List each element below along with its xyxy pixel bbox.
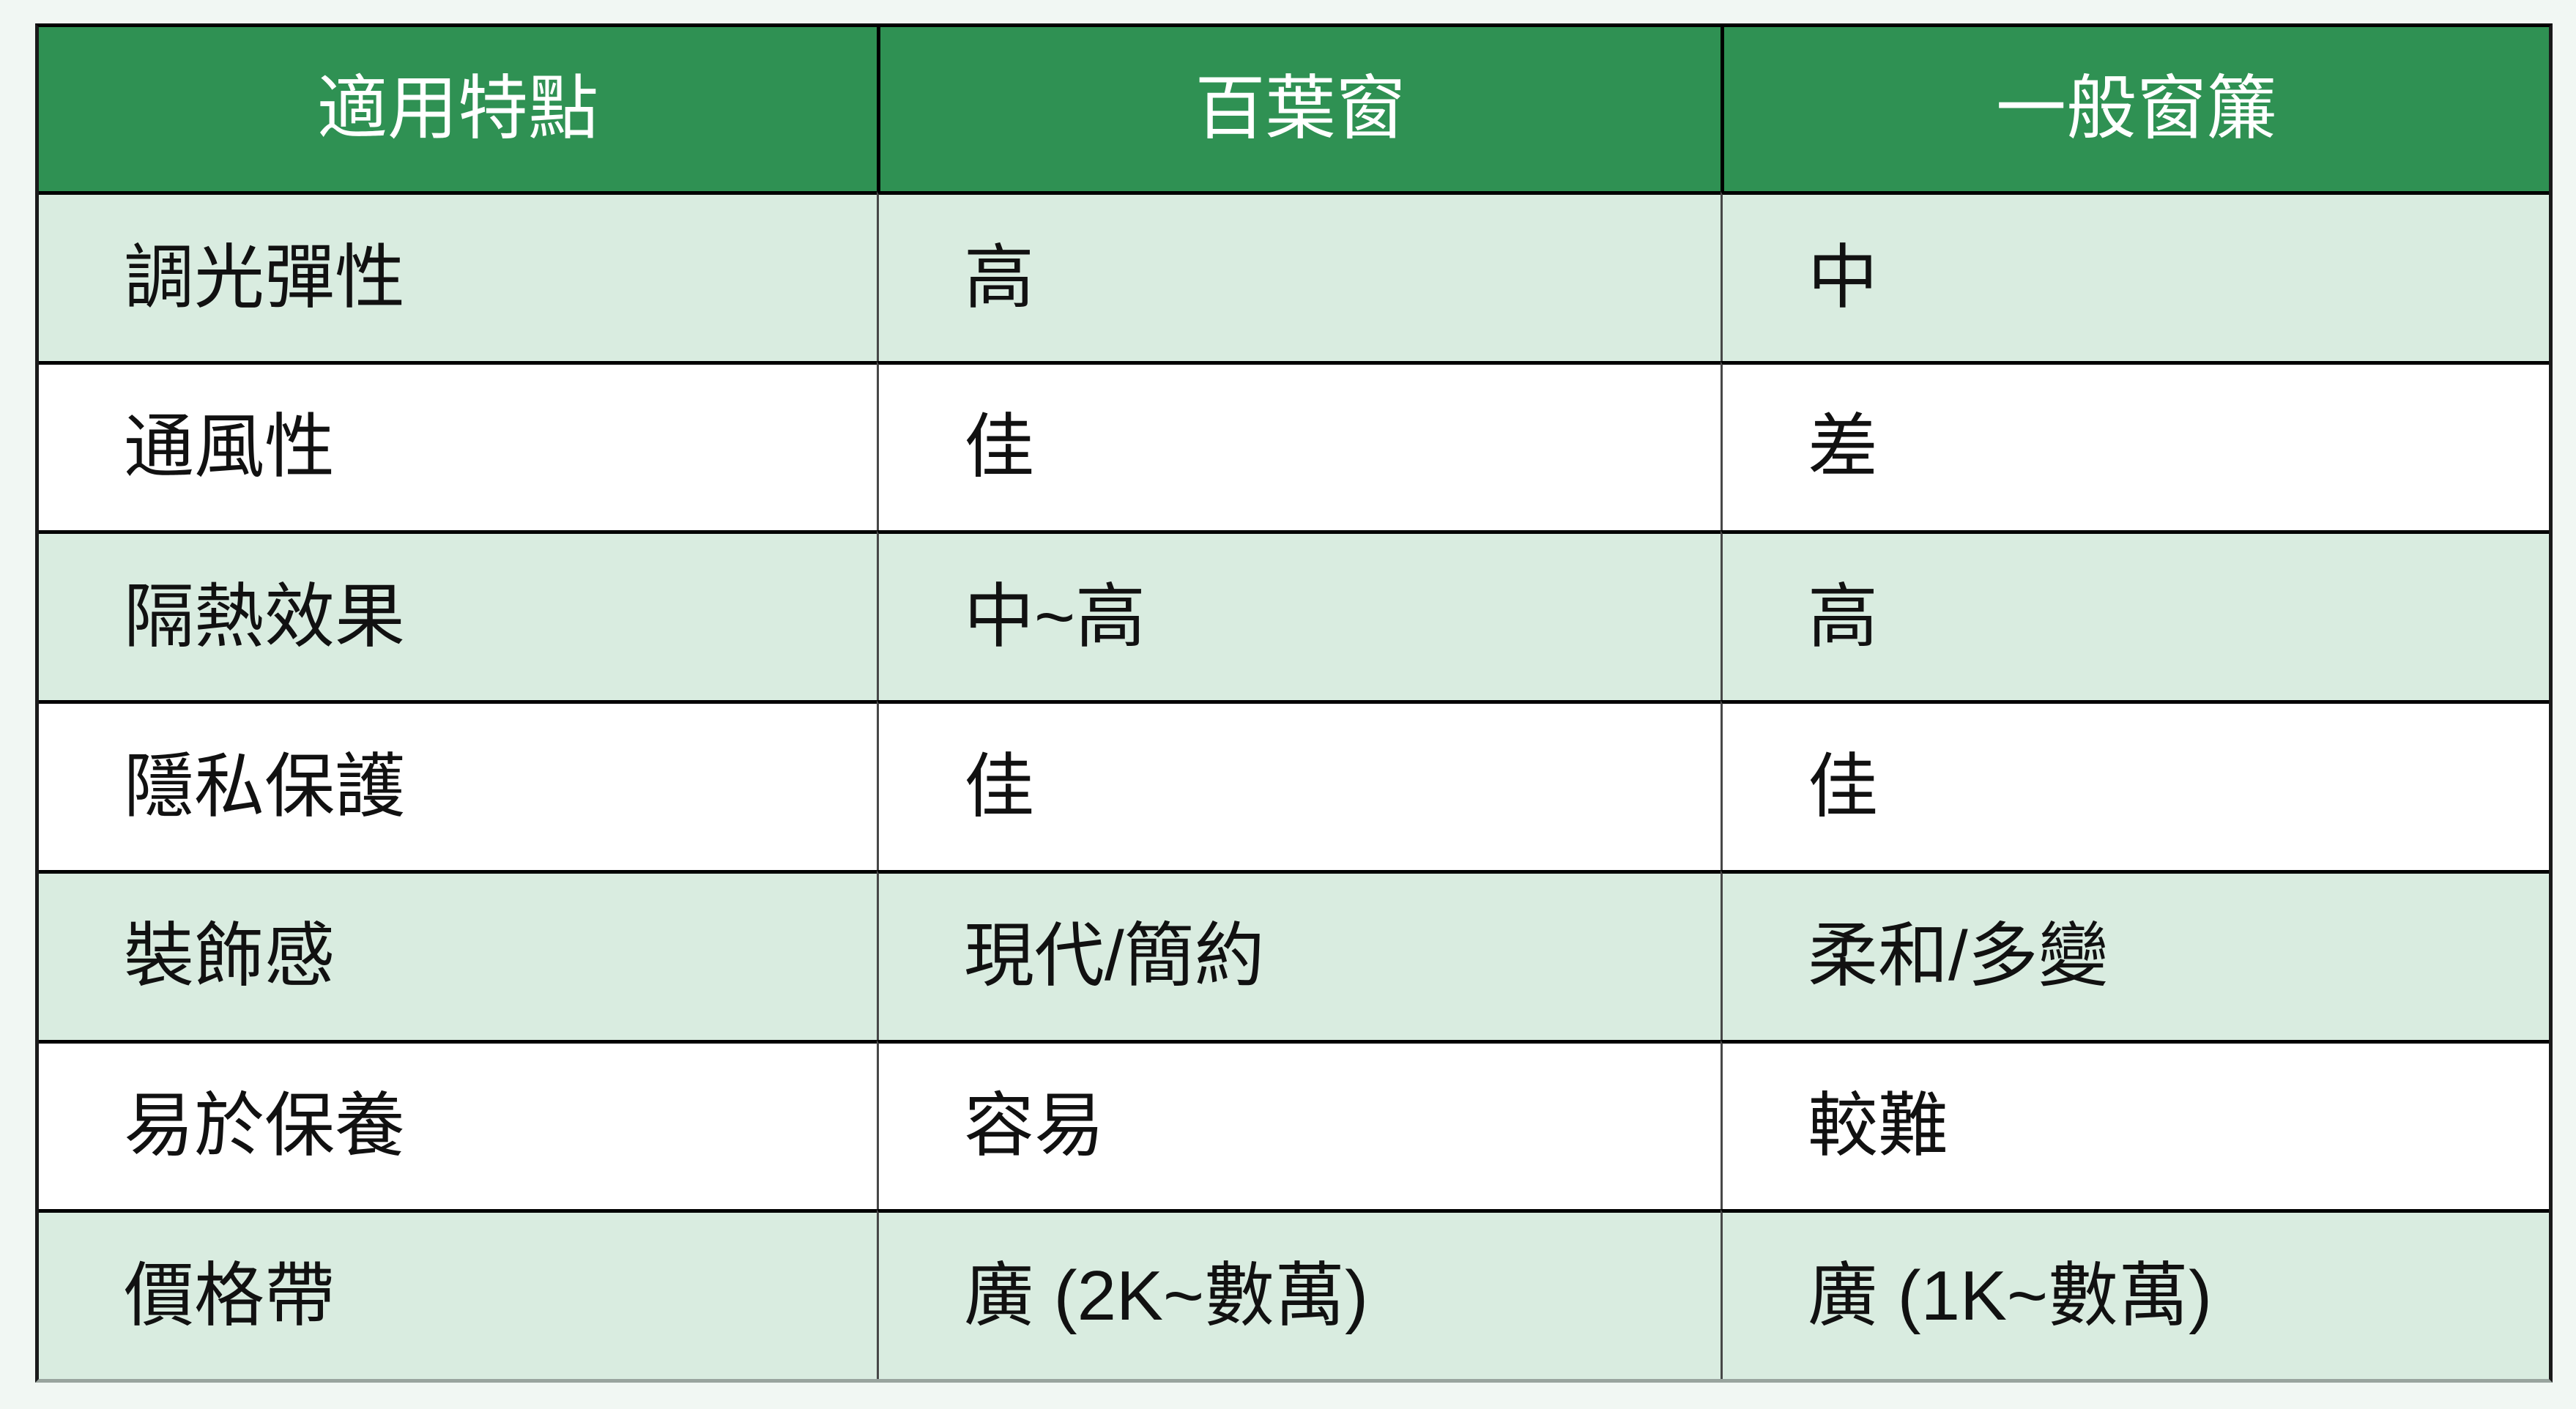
row-blinds-cell: 中~高 (877, 530, 1721, 701)
row-blinds-cell: 容易 (877, 1039, 1721, 1210)
row-curtains-cell: 差 (1721, 360, 2549, 531)
row-curtains-cell: 中 (1721, 191, 2549, 361)
header-cell-blinds: 百葉窗 (877, 27, 1721, 191)
row-blinds-cell: 廣 (2K~數萬) (877, 1209, 1721, 1379)
row-feature-cell: 易於保養 (39, 1039, 877, 1210)
row-curtains-cell: 高 (1721, 530, 2549, 701)
header-cell-curtains: 一般窗簾 (1721, 27, 2549, 191)
row-blinds-cell: 現代/簡約 (877, 869, 1721, 1040)
row-curtains-cell: 柔和/多變 (1721, 869, 2549, 1040)
row-feature-cell: 裝飾感 (39, 869, 877, 1040)
row-feature-cell: 價格帶 (39, 1209, 877, 1379)
row-curtains-cell: 佳 (1721, 700, 2549, 870)
comparison-table: 適用特點 百葉窗 一般窗簾 調光彈性 高 中 通風性 佳 差 隔熱效果 中~高 … (35, 23, 2553, 1383)
row-feature-cell: 隔熱效果 (39, 530, 877, 701)
header-cell-feature: 適用特點 (39, 27, 877, 191)
row-blinds-cell: 佳 (877, 360, 1721, 531)
row-feature-cell: 通風性 (39, 360, 877, 531)
row-blinds-cell: 高 (877, 191, 1721, 361)
row-feature-cell: 調光彈性 (39, 191, 877, 361)
row-feature-cell: 隱私保護 (39, 700, 877, 870)
row-blinds-cell: 佳 (877, 700, 1721, 870)
row-curtains-cell: 較難 (1721, 1039, 2549, 1210)
row-curtains-cell: 廣 (1K~數萬) (1721, 1209, 2549, 1379)
